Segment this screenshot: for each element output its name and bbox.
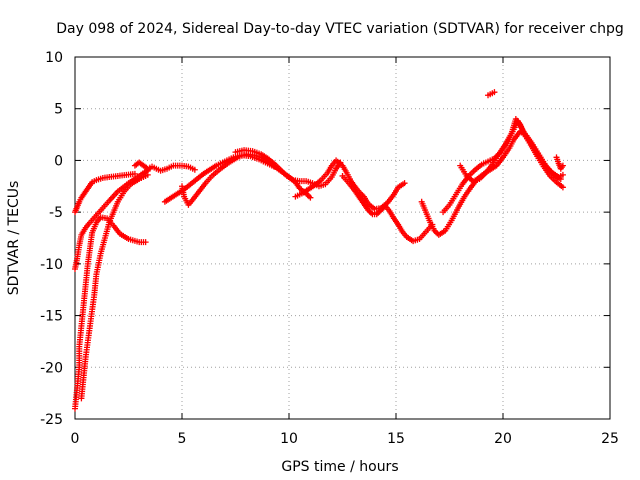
series-arc13 [440,118,564,216]
x-tick-label: 15 [387,431,405,447]
y-axis-label: SDTVAR / TECUs [6,181,22,296]
y-tick-label: -5 [49,205,63,221]
data-point [307,194,314,201]
series-arc12 [457,116,566,191]
y-tick-labels: -25 -20 -15 -10 -5 0 5 10 [40,50,63,428]
x-tick-labels: 0 5 10 15 20 25 [71,431,619,447]
series-arc1 [72,214,149,412]
y-tick-label: 10 [45,50,63,66]
series-arc5 [131,159,198,174]
series-arc15 [553,154,566,172]
data-point [305,193,312,200]
y-tick-label: -20 [40,360,63,376]
data-points [72,89,566,412]
series-arc4 [72,170,138,216]
x-tick-label: 0 [71,431,80,447]
plot-frame [74,56,611,420]
grid [75,57,610,419]
y-tick-label: -15 [40,309,63,325]
x-axis-label: GPS time / hours [281,459,398,475]
data-point [131,170,138,177]
axis-ticks [74,56,611,420]
series-arc3 [78,171,151,402]
y-tick-label: 5 [54,102,63,118]
series-arc8 [232,147,344,190]
data-point [491,89,498,96]
x-tick-label: 25 [601,431,619,447]
chart-title: Day 098 of 2024, Sidereal Day-to-day VTE… [56,21,624,37]
series-arc14 [485,89,498,99]
data-point [559,171,566,178]
x-tick-label: 5 [178,431,187,447]
data-point [375,209,382,216]
data-point [191,166,198,173]
data-point [401,180,408,187]
x-tick-label: 10 [280,431,298,447]
y-tick-label: 0 [54,153,63,169]
y-tick-label: -10 [40,257,63,273]
data-point [559,184,566,191]
series-arc11 [418,128,566,238]
y-tick-label: -25 [40,412,63,428]
data-point [557,176,564,183]
x-tick-label: 20 [494,431,512,447]
data-point [144,171,151,178]
data-point [142,239,149,246]
data-point [559,162,566,169]
